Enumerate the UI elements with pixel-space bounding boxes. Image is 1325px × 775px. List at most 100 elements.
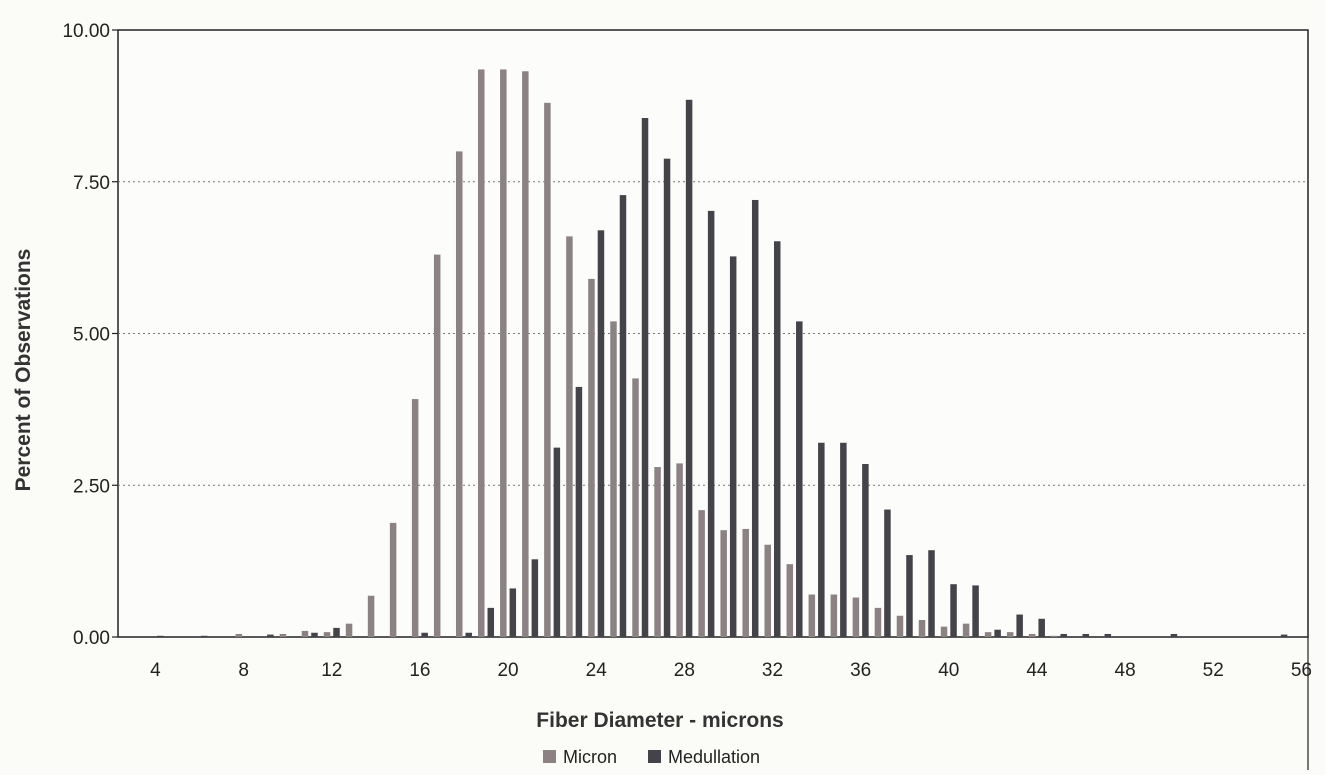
bar-medullation-22 bbox=[553, 447, 561, 637]
x-tick-label: 24 bbox=[586, 660, 608, 681]
y-axis-ticks: 0.00 2.50 5.00 7.50 10.00 bbox=[62, 21, 118, 649]
bar-medullation-34 bbox=[818, 442, 825, 637]
bar-medullation-26 bbox=[641, 118, 649, 637]
bar-micron-23 bbox=[566, 236, 573, 637]
y-tick-label: 0.00 bbox=[73, 628, 110, 649]
x-tick-label: 36 bbox=[850, 660, 871, 681]
bar-medullation-20 bbox=[509, 588, 517, 637]
y-tick-label: 7.50 bbox=[73, 173, 110, 194]
bar-micron-34 bbox=[808, 594, 816, 637]
bar-micron-13 bbox=[345, 623, 353, 637]
bar-micron-37 bbox=[874, 607, 882, 637]
bar-micron-43 bbox=[1006, 632, 1014, 637]
bar-micron-14 bbox=[367, 595, 375, 637]
bar-medullation-24 bbox=[597, 230, 605, 637]
bar-medullation-41 bbox=[972, 585, 979, 637]
bar-medullation-38 bbox=[906, 555, 913, 637]
bar-medullation-45 bbox=[1060, 633, 1067, 637]
bar-medullation-40 bbox=[950, 584, 957, 637]
bar-medullation-23 bbox=[575, 386, 583, 637]
x-tick-label: 32 bbox=[762, 660, 783, 681]
bar-micron-41 bbox=[962, 623, 970, 637]
bar-medullation-29 bbox=[707, 210, 715, 637]
y-axis-title: Percent of Observations bbox=[12, 249, 35, 492]
bar-medullation-9 bbox=[267, 634, 274, 637]
bar-medullation-12 bbox=[333, 627, 340, 637]
bar-micron-16 bbox=[411, 399, 419, 637]
bar-micron-24 bbox=[588, 278, 595, 637]
bar-medullation-42 bbox=[994, 629, 1001, 637]
bar-micron-29 bbox=[698, 510, 705, 637]
legend-label-micron: Micron bbox=[563, 747, 617, 767]
x-axis-title: Fiber Diameter - microns bbox=[536, 709, 783, 732]
y-tick-label: 5.00 bbox=[73, 325, 110, 346]
y-tick-label: 10.00 bbox=[62, 21, 110, 42]
bar-medullation-46 bbox=[1082, 633, 1090, 637]
x-tick-label: 56 bbox=[1291, 660, 1312, 681]
bar-micron-28 bbox=[676, 463, 683, 637]
x-tick-label: 20 bbox=[497, 660, 518, 681]
bar-micron-12 bbox=[323, 632, 331, 637]
bar-micron-8 bbox=[235, 633, 243, 637]
x-tick-label: 8 bbox=[238, 660, 249, 681]
x-tick-label: 52 bbox=[1203, 660, 1224, 681]
bar-micron-42 bbox=[984, 632, 992, 637]
bar-micron-19 bbox=[478, 69, 485, 637]
bar-micron-30 bbox=[720, 530, 727, 637]
x-tick-label: 48 bbox=[1115, 660, 1136, 681]
bar-micron-17 bbox=[433, 254, 441, 637]
legend-swatch-medullation bbox=[648, 750, 661, 763]
bar-micron-44 bbox=[1028, 633, 1036, 637]
bar-medullation-33 bbox=[796, 321, 803, 637]
x-axis-ticks: 4 8 12 16 20 24 28 32 36 40 44 48 52 56 bbox=[150, 660, 1312, 681]
bar-micron-31 bbox=[742, 528, 749, 637]
bar-micron-15 bbox=[389, 522, 397, 637]
x-tick-label: 40 bbox=[938, 660, 959, 681]
bar-micron-20 bbox=[500, 69, 507, 637]
bar-medullation-44 bbox=[1038, 618, 1045, 637]
bar-medullation-16 bbox=[421, 632, 428, 637]
bar-micron-21 bbox=[522, 71, 529, 637]
bar-micron-18 bbox=[455, 151, 463, 637]
bar-medullation-28 bbox=[685, 99, 693, 638]
bar-medullation-11 bbox=[311, 632, 318, 637]
bar-medullation-37 bbox=[884, 509, 891, 637]
bar-medullation-6 bbox=[201, 635, 208, 637]
bar-micron-40 bbox=[940, 626, 948, 637]
bar-medullation-39 bbox=[928, 550, 935, 637]
bar-medullation-25 bbox=[619, 195, 627, 637]
bar-micron-32 bbox=[764, 544, 771, 637]
bar-micron-35 bbox=[830, 594, 838, 637]
bar-micron-26 bbox=[632, 378, 639, 637]
bar-micron-33 bbox=[786, 564, 794, 637]
x-tick-label: 4 bbox=[150, 660, 161, 681]
bar-micron-25 bbox=[610, 321, 617, 637]
y-tick-label: 2.50 bbox=[73, 476, 110, 497]
bar-medullation-50 bbox=[1170, 633, 1178, 637]
bar-micron-22 bbox=[544, 102, 551, 638]
bar-micron-45 bbox=[1050, 635, 1058, 637]
legend-label-medullation: Medullation bbox=[668, 747, 760, 767]
x-tick-label: 44 bbox=[1026, 660, 1048, 681]
x-tick-label: 12 bbox=[321, 660, 342, 681]
bar-medullation-4 bbox=[156, 635, 164, 637]
bar-medullation-36 bbox=[862, 464, 869, 637]
bar-medullation-21 bbox=[531, 559, 539, 637]
bar-medullation-30 bbox=[729, 256, 737, 637]
bar-medullation-35 bbox=[840, 442, 847, 637]
bar-micron-39 bbox=[918, 620, 926, 637]
bar-micron-10 bbox=[279, 633, 287, 637]
bar-medullation-47 bbox=[1104, 633, 1112, 637]
legend-swatch-micron bbox=[543, 750, 556, 763]
legend: Micron Medullation bbox=[543, 747, 760, 767]
bars bbox=[156, 69, 1288, 638]
bar-medullation-18 bbox=[465, 632, 472, 637]
bar-medullation-32 bbox=[774, 241, 781, 638]
bar-micron-27 bbox=[654, 467, 661, 637]
bar-medullation-43 bbox=[1016, 614, 1023, 637]
bar-medullation-27 bbox=[663, 158, 671, 637]
bar-medullation-55 bbox=[1280, 634, 1288, 637]
bar-micron-11 bbox=[301, 630, 309, 637]
